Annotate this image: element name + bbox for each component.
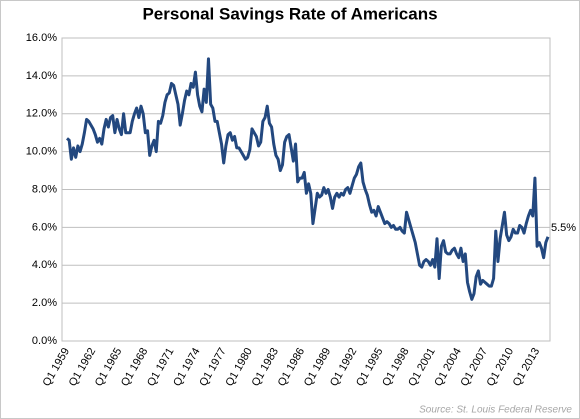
y-tick-label: 8.0%: [32, 183, 57, 195]
y-tick-label: 14.0%: [26, 70, 57, 82]
y-tick-label: 16.0%: [26, 32, 57, 44]
y-tick-label: 0.0%: [32, 335, 57, 347]
y-tick-label: 6.0%: [32, 221, 57, 233]
chart-title: Personal Savings Rate of Americans: [142, 4, 437, 23]
y-tick-label: 10.0%: [26, 146, 57, 158]
source-note: Source: St. Louis Federal Reserve: [419, 405, 572, 416]
y-tick-label: 2.0%: [32, 297, 57, 309]
y-tick-label: 4.0%: [32, 259, 57, 271]
y-tick-label: 12.0%: [26, 108, 57, 120]
data-line: [66, 57, 550, 301]
end-annotation: 5.5%: [551, 222, 576, 234]
